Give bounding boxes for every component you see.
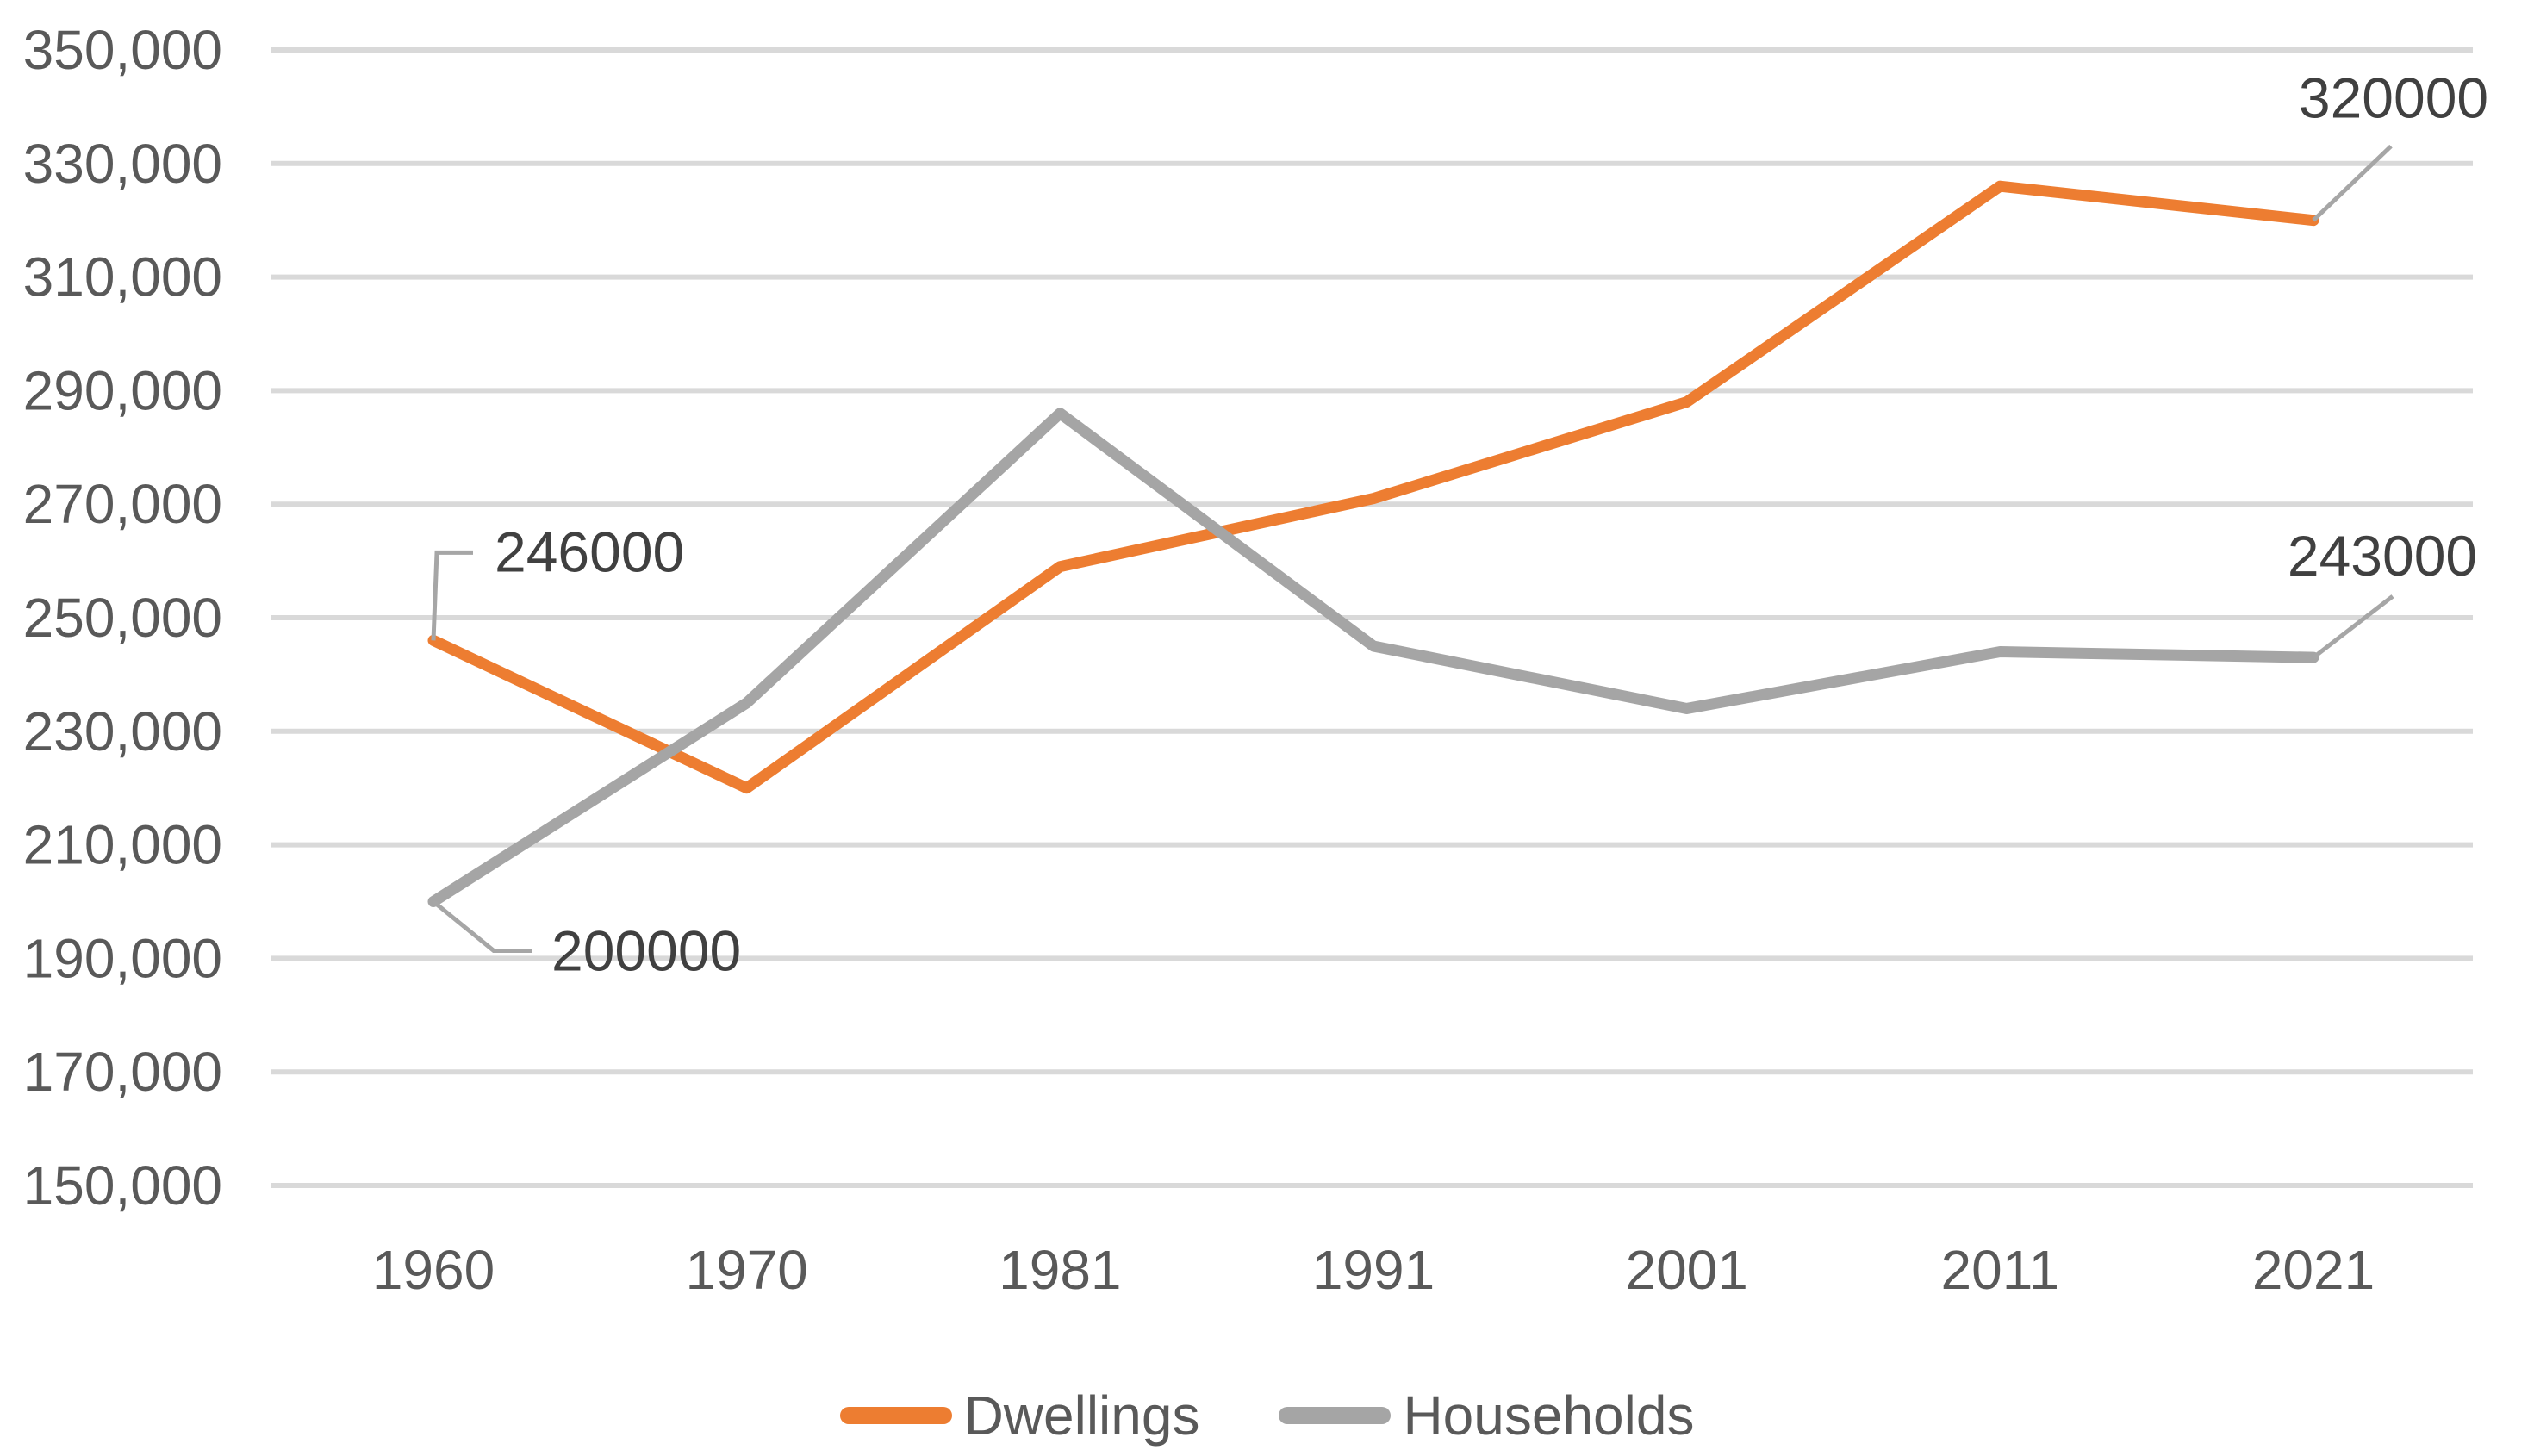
y-tick-label: 190,000 xyxy=(23,927,222,989)
x-tick-label-2021: 2021 xyxy=(2252,1239,2375,1301)
legend-label-dwellings: Dwellings xyxy=(963,1384,1200,1447)
x-tick-label-1991: 1991 xyxy=(1312,1239,1435,1301)
y-tick-label: 210,000 xyxy=(23,814,222,876)
y-tick-label: 290,000 xyxy=(23,359,222,421)
households-line-swatch-icon xyxy=(1279,1407,1392,1424)
data-label-leader-dwellings-2021 xyxy=(2312,144,2393,222)
x-tick-label-2001: 2001 xyxy=(1625,1239,1747,1301)
y-tick-label: 230,000 xyxy=(23,700,222,762)
data-label-leader-households-1960 xyxy=(432,899,532,953)
data-label-leader-dwellings-1960 xyxy=(431,550,473,641)
dwellings-line-swatch-icon xyxy=(839,1407,952,1424)
legend-entry-households: Households xyxy=(1279,1384,1694,1447)
data-label-dwellings-1960: 246000 xyxy=(495,520,684,583)
series-line-households xyxy=(427,408,2319,907)
data-label-households-1960: 200000 xyxy=(551,919,741,983)
x-tick-label-1981: 1981 xyxy=(999,1239,1121,1301)
x-tick-label-1960: 1960 xyxy=(372,1239,495,1301)
legend-label-households: Households xyxy=(1403,1384,1695,1447)
legend-entry-dwellings: Dwellings xyxy=(839,1384,1200,1447)
chart-legend: Dwellings Households xyxy=(0,1384,2534,1447)
y-tick-label: 170,000 xyxy=(23,1041,222,1103)
y-tick-label: 350,000 xyxy=(23,19,222,81)
y-tick-label: 330,000 xyxy=(23,133,222,195)
y-tick-label: 150,000 xyxy=(23,1154,222,1216)
data-label-dwellings-2021: 320000 xyxy=(2299,66,2488,130)
x-tick-label-2011: 2011 xyxy=(1941,1239,2060,1301)
series-line-dwellings xyxy=(427,180,2319,794)
y-tick-label: 310,000 xyxy=(23,246,222,308)
y-tick-label: 270,000 xyxy=(23,473,222,535)
x-tick-label-1970: 1970 xyxy=(685,1239,807,1301)
y-tick-label: 250,000 xyxy=(23,587,222,649)
data-label-leader-households-2021 xyxy=(2312,594,2394,660)
data-label-households-2021: 243000 xyxy=(2288,524,2477,588)
